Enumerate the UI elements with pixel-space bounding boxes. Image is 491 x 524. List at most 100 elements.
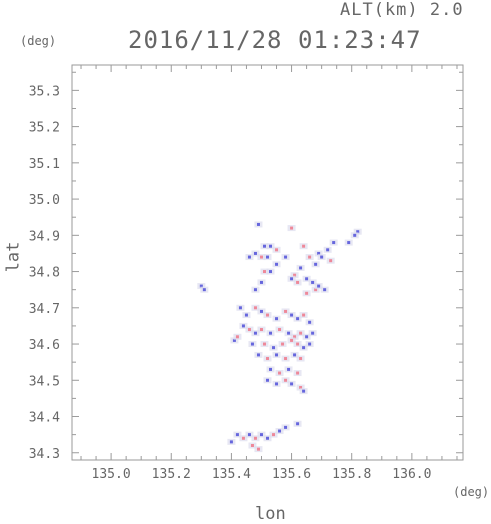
data-point <box>290 226 294 230</box>
x-tick-label: 135.8 <box>332 467 371 482</box>
data-point <box>247 328 251 332</box>
data-point <box>241 324 245 328</box>
data-point <box>314 288 318 292</box>
data-point <box>302 313 306 317</box>
data-point <box>299 357 303 361</box>
data-point <box>229 440 233 444</box>
x-tick-label: 135.6 <box>272 467 311 482</box>
data-point <box>269 367 273 371</box>
data-point <box>262 342 266 346</box>
data-point <box>290 338 294 342</box>
data-point <box>332 241 336 245</box>
data-point <box>247 255 251 259</box>
data-point <box>284 425 288 429</box>
data-point <box>278 371 282 375</box>
data-point <box>202 288 206 292</box>
y-tick-label: 34.8 <box>29 266 60 281</box>
data-point <box>253 436 257 440</box>
data-point <box>275 262 279 266</box>
data-point <box>284 378 288 382</box>
y-tick-label: 34.6 <box>29 338 60 353</box>
data-point <box>299 266 303 270</box>
x-tick-label: 135.0 <box>92 467 131 482</box>
data-point <box>347 241 351 245</box>
data-point <box>256 447 260 451</box>
data-point <box>281 342 285 346</box>
y-tick-labels: 34.3 34.4 34.5 34.6 34.7 34.8 34.9 35.0 35.1 35.2… <box>29 84 60 461</box>
data-point <box>262 270 266 274</box>
data-point <box>323 288 327 292</box>
data-point <box>320 255 324 259</box>
data-point <box>290 277 294 281</box>
y-tick-label: 34.3 <box>29 447 60 462</box>
data-point <box>253 306 257 310</box>
data-point <box>278 429 282 433</box>
data-point <box>272 346 276 350</box>
y-tick-label: 34.4 <box>29 411 60 426</box>
data-point <box>247 433 251 437</box>
data-point <box>293 335 297 339</box>
data-point <box>305 291 309 295</box>
y-tick-label: 35.2 <box>29 121 60 136</box>
data-point <box>253 251 257 255</box>
data-point <box>275 353 279 357</box>
y-tick-label: 35.0 <box>29 193 60 208</box>
data-point <box>256 222 260 226</box>
data-point <box>353 233 357 237</box>
data-point <box>311 280 315 284</box>
data-point <box>299 386 303 390</box>
data-point <box>290 382 294 386</box>
data-point <box>284 357 288 361</box>
timestamp-title: 2016/11/28 01:23:47 <box>128 26 422 54</box>
data-point <box>253 331 257 335</box>
data-point <box>275 248 279 252</box>
data-point <box>287 331 291 335</box>
data-point <box>253 288 257 292</box>
data-point <box>259 309 263 313</box>
data-point <box>296 280 300 284</box>
data-point <box>302 346 306 350</box>
data-point <box>305 335 309 339</box>
data-point <box>302 244 306 248</box>
data-point <box>296 371 300 375</box>
data-point <box>329 259 333 263</box>
data-point <box>275 382 279 386</box>
data-point <box>284 255 288 259</box>
y-axis-unit: (deg) <box>20 34 57 48</box>
plot-frame <box>71 64 464 461</box>
x-tick-labels: 135.0 135.2 135.4 135.6 135.8 136.0 <box>92 467 432 482</box>
data-point <box>296 422 300 426</box>
data-point <box>199 284 203 288</box>
data-point <box>314 262 318 266</box>
y-tick-label: 34.9 <box>29 229 60 244</box>
data-point <box>266 378 269 382</box>
data-point <box>278 328 282 332</box>
data-point <box>259 328 263 332</box>
x-tick-label: 135.2 <box>152 467 191 482</box>
data-point <box>311 331 315 335</box>
data-point <box>356 230 360 234</box>
data-point <box>308 320 312 324</box>
data-point <box>266 436 269 440</box>
data-point <box>250 444 254 448</box>
data-point <box>259 433 263 437</box>
data-point <box>244 313 248 317</box>
data-point <box>235 433 239 437</box>
data-point <box>284 309 288 313</box>
y-tick-label: 34.7 <box>29 302 60 317</box>
y-tick-label: 35.3 <box>29 84 60 99</box>
data-point <box>302 389 306 393</box>
data-point <box>317 251 321 255</box>
data-point <box>290 313 294 317</box>
data-point <box>250 342 254 346</box>
y-tick-label: 35.1 <box>29 157 60 172</box>
data-point <box>262 244 266 248</box>
data-point <box>232 338 236 342</box>
y-tick-label: 34.5 <box>29 374 60 389</box>
altitude-label: ALT(km) 2.0 <box>340 0 464 20</box>
data-point <box>287 367 291 371</box>
data-point <box>308 342 312 346</box>
x-axis-unit: (deg) <box>453 485 490 499</box>
data-point <box>296 342 300 346</box>
